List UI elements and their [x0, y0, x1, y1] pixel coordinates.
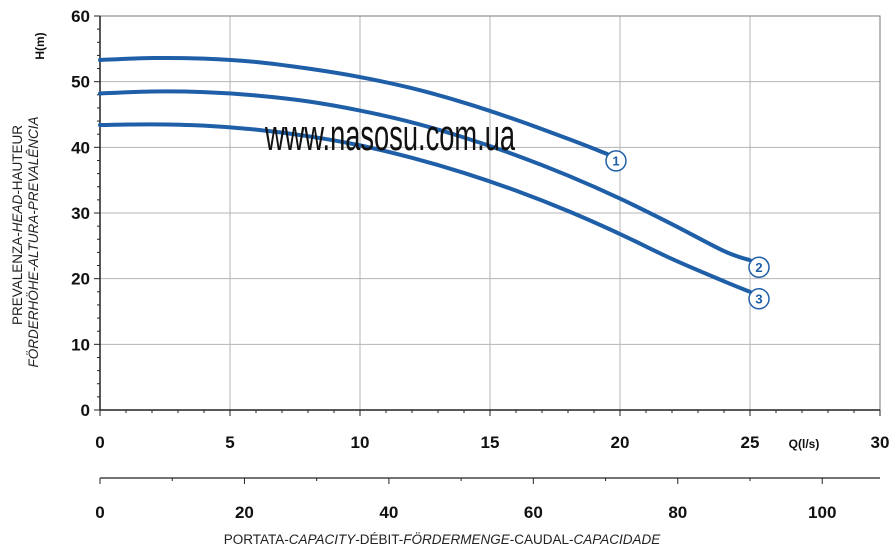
x-axis-title-part: -DÉBIT-	[355, 532, 403, 547]
x-tick-label: 15	[481, 433, 500, 452]
pump-curves	[98, 55, 752, 294]
x2-tick-label: 20	[235, 503, 254, 522]
y-axis-title-part-a: PREVALENZA-	[10, 232, 25, 325]
curve-marker-3	[748, 288, 770, 310]
x-tick-label: 20	[611, 433, 630, 452]
y-tick-label: 10	[71, 335, 90, 354]
pump-curve-3	[98, 122, 752, 294]
curve-number-1: 1	[612, 153, 619, 168]
curve-number-3: 3	[755, 291, 762, 306]
x-tick-label: 25	[741, 433, 760, 452]
x-axis-ticks: 0 5 10 15 20 25 30	[95, 410, 889, 452]
x2-tick-label: 80	[668, 503, 687, 522]
curve-markers: 1 2 3	[605, 150, 770, 310]
x-tick-label: 0	[95, 433, 104, 452]
y-tick-label: 0	[81, 401, 90, 420]
y-tick-label: 20	[71, 270, 90, 289]
x2-tick-label: 100	[808, 503, 836, 522]
x-axis-title-part: PORTATA-	[224, 532, 289, 547]
x-axis-title-part: CAPACITY	[289, 532, 357, 547]
x-axis-title-part: CAPACIDADE	[574, 532, 662, 547]
x-unit-label: Q(l/s)	[789, 437, 820, 451]
curve-number-2: 2	[755, 260, 762, 275]
curve-marker-1	[605, 150, 627, 172]
y-axis-title-part-c: HAUTEUR	[10, 125, 25, 191]
x2-tick-label: 40	[379, 503, 398, 522]
x-tick-label: 10	[351, 433, 370, 452]
y-axis-title-part-b: HEAD-	[10, 190, 25, 233]
x-tick-label: 30	[871, 433, 890, 452]
y-axis-ticks: 0 10 20 30 40 50 60	[71, 7, 100, 420]
y-unit-label: H(m)	[33, 32, 47, 59]
x2-tick-label: 0	[95, 503, 104, 522]
grid	[100, 16, 880, 410]
y-tick-label: 40	[71, 138, 90, 157]
x-axis-title: PORTATA-CAPACITY-DÉBIT-FÖRDERMENGE-CAUDA…	[224, 532, 662, 547]
secondary-x-axis: 0 20 40 60 80 100	[95, 477, 880, 522]
y-tick-label: 50	[71, 73, 90, 92]
x-tick-label: 5	[225, 433, 234, 452]
y-axis-title-line2: FÖRDERHÖHE-ALTURA-PREVALÊNCIA	[26, 116, 41, 367]
x-axis-title-part: -CAUDAL-	[510, 532, 574, 547]
x2-tick-label: 60	[524, 503, 543, 522]
y-tick-label: 30	[71, 204, 90, 223]
pump-curve-2	[98, 89, 752, 263]
pump-curve-1	[98, 55, 609, 156]
curve-marker-2	[748, 256, 770, 279]
x-axis-title-part: FÖRDERMENGE	[403, 532, 510, 547]
y-axis-title-line1: PREVALENZA-HEAD-HAUTEUR	[10, 125, 25, 325]
watermark: www.nasosu.com.ua	[264, 110, 515, 159]
y-tick-label: 60	[71, 7, 90, 26]
